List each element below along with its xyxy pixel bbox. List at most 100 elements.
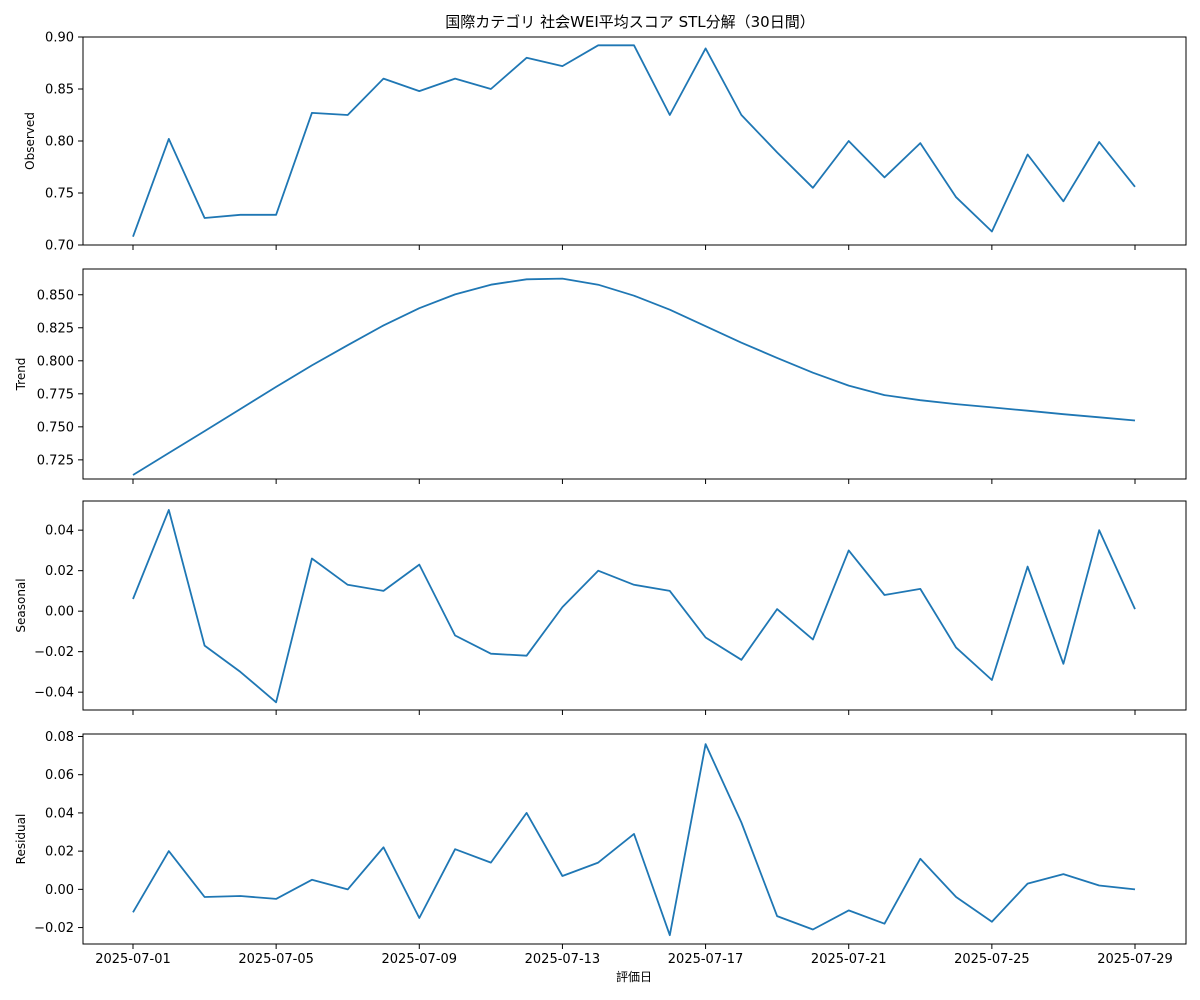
residual-data-point — [1098, 884, 1100, 886]
trend-data-point — [1098, 416, 1100, 418]
trend-data-point — [418, 307, 420, 309]
observed-data-point — [1062, 200, 1064, 202]
x-tick-label: 2025-07-09 — [382, 952, 458, 967]
observed-data-point — [633, 44, 635, 46]
trend-data-point — [848, 384, 850, 386]
seasonal-data-point — [203, 644, 205, 646]
observed-panel-frame — [82, 36, 1187, 246]
observed-series-line — [132, 44, 1136, 238]
seasonal-y-tick-label: −0.02 — [34, 645, 74, 660]
x-tick-label: 2025-07-05 — [238, 952, 314, 967]
observed-data-point — [275, 214, 277, 216]
observed-data-point — [525, 57, 527, 59]
residual-data-point — [669, 934, 671, 936]
residual-data-point — [311, 879, 313, 881]
trend-y-axis-label: Trend — [14, 358, 28, 392]
residual-y-tick-label: 0.08 — [45, 730, 74, 745]
residual-data-point — [812, 928, 814, 930]
seasonal-data-point — [597, 569, 599, 571]
residual-data-point — [704, 743, 706, 745]
x-tick-label: 2025-07-13 — [525, 952, 601, 967]
observed-y-tick-label: 0.75 — [45, 187, 74, 202]
residual-data-point — [490, 861, 492, 863]
observed-data-point — [704, 47, 706, 49]
seasonal-data-point — [704, 636, 706, 638]
trend-y-tick-label: 0.800 — [37, 354, 74, 369]
residual-data-point — [883, 923, 885, 925]
seasonal-data-point — [1134, 608, 1136, 610]
seasonal-data-point — [883, 594, 885, 596]
trend-data-point — [633, 294, 635, 296]
seasonal-data-point — [311, 557, 313, 559]
observed-data-point — [132, 235, 134, 237]
observed-data-point — [239, 214, 241, 216]
observed-y-axis-label: Observed — [23, 112, 37, 170]
observed-data-point — [883, 176, 885, 178]
x-tick-label: 2025-07-17 — [668, 952, 744, 967]
residual-y-tick-label: −0.02 — [34, 921, 74, 936]
residual-data-point — [597, 861, 599, 863]
trend-data-point — [347, 344, 349, 346]
trend-y-tick-label: 0.825 — [37, 321, 74, 336]
trend-data-point — [991, 406, 993, 408]
seasonal-data-point — [776, 608, 778, 610]
trend-data-point — [490, 284, 492, 286]
seasonal-data-point — [669, 590, 671, 592]
seasonal-data-point — [168, 509, 170, 511]
seasonal-data-point — [633, 584, 635, 586]
observed-data-point — [168, 138, 170, 140]
seasonal-y-axis-label: Seasonal — [14, 578, 28, 632]
trend-data-point — [919, 399, 921, 401]
residual-data-point — [991, 921, 993, 923]
seasonal-data-point — [1062, 663, 1064, 665]
residual-data-point — [454, 848, 456, 850]
residual-y-axis-label: Residual — [14, 814, 28, 865]
trend-data-point — [275, 386, 277, 388]
seasonal-data-point — [132, 598, 134, 600]
observed-data-point — [740, 114, 742, 116]
trend-data-point — [311, 364, 313, 366]
residual-data-point — [418, 917, 420, 919]
seasonal-y-tick-label: −0.04 — [34, 686, 74, 701]
residual-data-point — [1062, 873, 1064, 875]
x-tick-label: 2025-07-01 — [95, 952, 171, 967]
observed-data-point — [382, 77, 384, 79]
trend-data-point — [561, 277, 563, 279]
trend-data-point — [1026, 410, 1028, 412]
trend-data-point — [883, 394, 885, 396]
x-tick-label: 2025-07-25 — [954, 952, 1030, 967]
seasonal-y-tick-label: 0.00 — [45, 605, 74, 620]
observed-data-point — [311, 112, 313, 114]
residual-series-line — [132, 743, 1136, 937]
seasonal-data-point — [991, 679, 993, 681]
trend-panel-frame — [82, 268, 1187, 480]
observed-data-point — [347, 114, 349, 116]
seasonal-data-point — [347, 584, 349, 586]
chart-title: 国際カテゴリ 社会WEI平均スコア STL分解（30日間） — [445, 13, 814, 31]
trend-data-point — [669, 308, 671, 310]
seasonal-data-point — [490, 652, 492, 654]
seasonal-data-point — [1098, 529, 1100, 531]
trend-y-tick-label: 0.850 — [37, 288, 74, 303]
residual-data-point — [955, 896, 957, 898]
residual-y-tick-label: 0.06 — [45, 768, 74, 783]
seasonal-data-point — [239, 671, 241, 673]
observed-data-point — [454, 77, 456, 79]
seasonal-data-point — [955, 646, 957, 648]
x-tick-label: 2025-07-21 — [811, 952, 887, 967]
observed-data-point — [955, 196, 957, 198]
trend-data-point — [740, 341, 742, 343]
residual-data-point — [275, 898, 277, 900]
seasonal-data-point — [454, 634, 456, 636]
seasonal-data-point — [418, 563, 420, 565]
observed-y-tick-label: 0.85 — [45, 83, 74, 98]
observed-data-point — [919, 142, 921, 144]
trend-data-point — [454, 293, 456, 295]
observed-data-point — [1026, 153, 1028, 155]
residual-panel-frame — [82, 733, 1187, 945]
x-axis-label: 評価日 — [616, 969, 652, 984]
seasonal-y-tick-label: 0.02 — [45, 564, 74, 579]
residual-data-point — [132, 911, 134, 913]
seasonal-data-point — [525, 655, 527, 657]
